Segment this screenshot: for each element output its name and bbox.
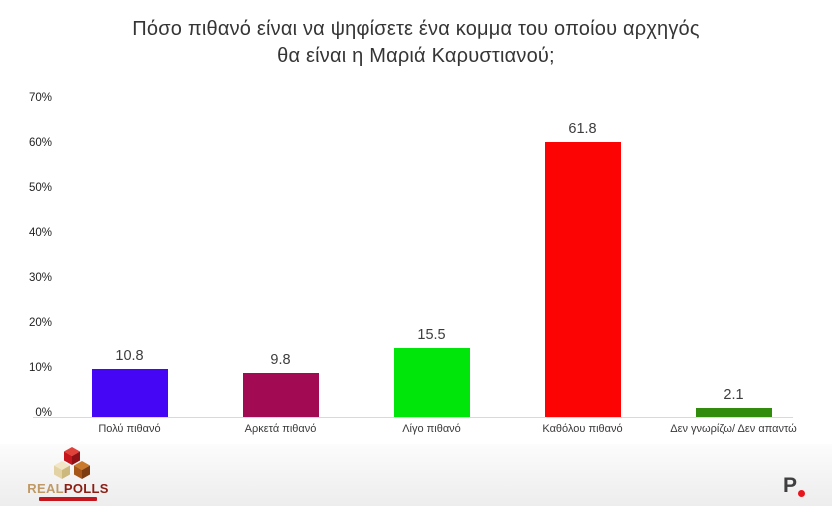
bar-value-label: 15.5 [417, 327, 446, 343]
y-tick-label: 10% [28, 362, 52, 374]
category-label: Δεν γνωρίζω/ Δεν απαντώ [670, 423, 797, 435]
y-tick-label: 60% [28, 137, 52, 149]
p-brand-dot-icon [798, 490, 805, 497]
category-label: Αρκετά πιθανό [244, 423, 317, 435]
bar-value-label: 9.8 [270, 352, 291, 368]
footer-band [0, 444, 832, 506]
realpolls-logo: REALPOLLS [26, 446, 110, 502]
y-tick-label: 70% [28, 92, 52, 104]
realpolls-tagline-strip [39, 497, 97, 501]
y-tick-label: 40% [28, 227, 52, 239]
x-axis-line [33, 417, 793, 418]
realpolls-wordmark: REALPOLLS [26, 482, 110, 495]
realpolls-wordmark-real: REAL [27, 481, 64, 496]
bar [92, 369, 168, 417]
chart-title-line2: θα είναι η Μαριά Καρυστιανού; [277, 45, 555, 67]
chart-title-line1: Πόσο πιθανό είναι να ψηφίσετε ένα κομμα … [132, 18, 700, 40]
bar-value-label: 61.8 [568, 121, 597, 137]
bar [394, 348, 470, 417]
y-tick-label: 20% [28, 317, 52, 329]
bar [243, 373, 319, 417]
chart-title: Πόσο πιθανό είναι να ψηφίσετε ένα κομμα … [0, 16, 832, 70]
p-brand-mark: P [783, 474, 813, 500]
category-label: Λίγο πιθανό [402, 423, 461, 435]
p-brand-letter: P [783, 474, 798, 497]
category-label: Καθόλου πιθανό [542, 423, 623, 435]
bar [545, 142, 621, 417]
realpolls-cubes-icon [54, 447, 90, 479]
bar [696, 408, 772, 417]
realpolls-wordmark-polls: POLLS [63, 481, 109, 496]
y-tick-label: 0% [35, 407, 52, 419]
category-label: Πολύ πιθανό [98, 423, 161, 435]
y-tick-label: 30% [28, 272, 52, 284]
bar-value-label: 10.8 [115, 348, 144, 364]
y-tick-label: 50% [28, 182, 52, 194]
bar-value-label: 2.1 [723, 387, 744, 403]
